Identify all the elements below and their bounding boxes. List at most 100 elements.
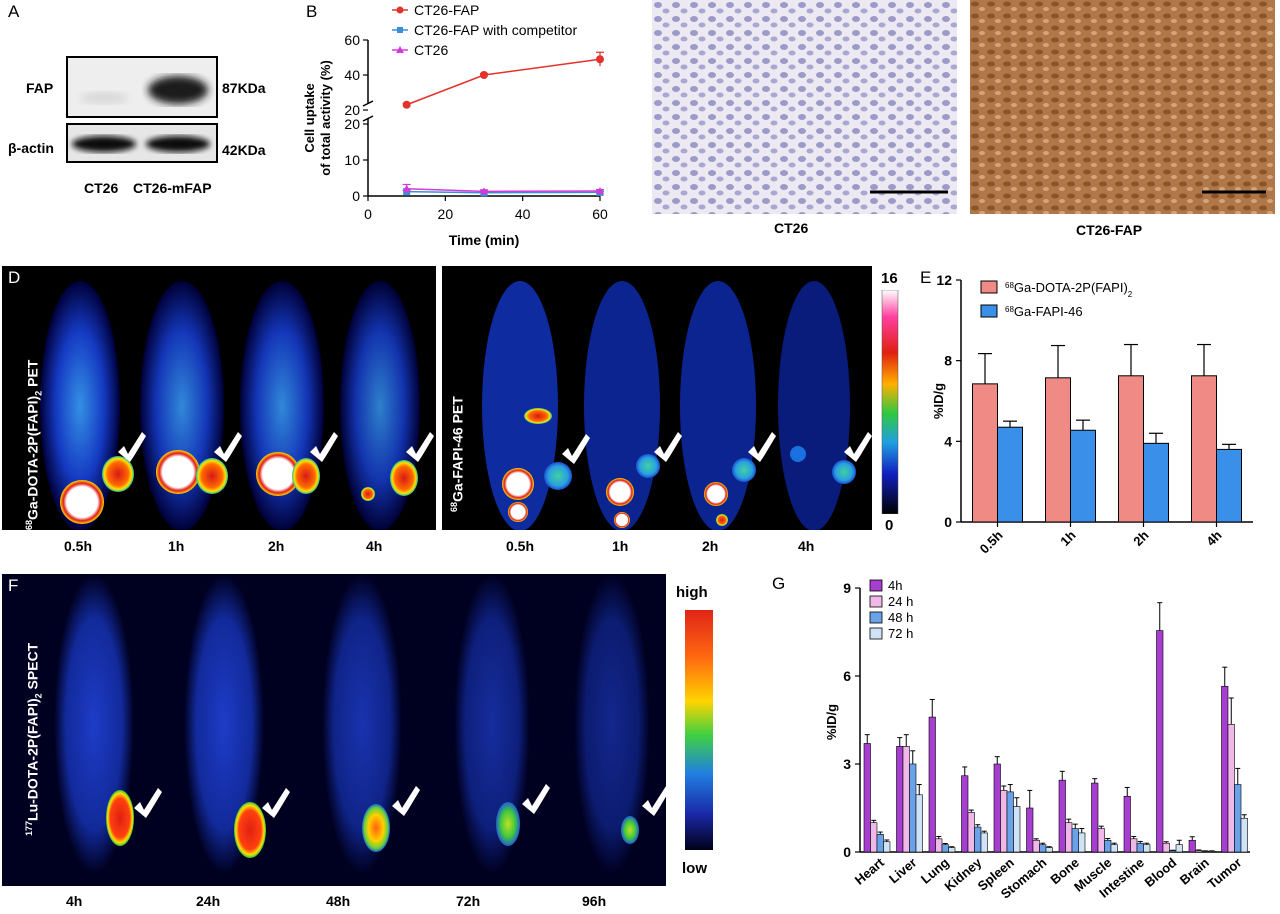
uptake-line-chart: 20 40 60 0 10 20 0 20 40 60 Time (min) Cell uptake o… (302, 2, 608, 248)
ihc-caption-ct26: CT26 (774, 220, 809, 236)
chart-g-bar (1234, 784, 1242, 853)
panel-d-letter: D (8, 268, 21, 287)
pet-time-dota-3: 2h (268, 538, 285, 554)
chart-e-bar (997, 426, 1023, 523)
chart-e-xtick-label: 2h (1130, 527, 1151, 548)
spect-time-5: 96h (582, 893, 607, 909)
chart-b-point (402, 184, 411, 192)
chart-b-legend-marker (396, 46, 404, 53)
chart-g-ylabel-group: %ID/g (824, 704, 839, 740)
blot-mw-top: 87KDa (222, 80, 266, 96)
panel-e-letter: E (920, 268, 932, 287)
chart-g-ytick-label: 9 (843, 580, 851, 596)
chart-b-axis-break-2 (362, 115, 374, 122)
chart-e-legend-swatch (980, 304, 998, 318)
panel-g-letter: G (772, 574, 786, 593)
pet-mouse-dota-2h (240, 281, 324, 530)
pet-colorbar-max: 16 (881, 270, 898, 287)
ihc-caption-ct26-fap: CT26-FAP (1076, 222, 1143, 238)
chart-g-bar (1156, 630, 1164, 853)
chart-g-bar (1240, 817, 1248, 853)
chart-g-bar (896, 746, 904, 853)
chart-g-bar (1169, 850, 1177, 853)
pet-mouse-fapi-4h (778, 281, 856, 530)
chart-e-bar (1191, 375, 1217, 523)
chart-g-bar (915, 794, 923, 853)
chart-g-bar (1227, 724, 1235, 853)
spect-mouse-24h-body (184, 574, 264, 874)
chart-e-ytick-label: 12 (936, 272, 952, 288)
chart-e-xtick-label-group: 1h (1057, 527, 1078, 548)
chart-g-bar (1097, 828, 1105, 853)
blot-mw-bottom: 42KDa (222, 142, 266, 158)
tumor-uptake-bar-chart: 0 4 8 12 %ID/g 0.5h 1h 2h 4h 68Ga-DOTA-2P(FAPI)2 6… (931, 272, 1253, 557)
chart-b-ytick-label-upper: 20 (344, 102, 360, 118)
chart-g-xtick-label: Liver (886, 855, 919, 886)
chart-g-legend-swatch (869, 579, 883, 592)
chart-g-legend-label: 24 h (888, 594, 913, 609)
chart-b-ylabel: Cell uptake of total activity (%) (302, 60, 333, 176)
chart-g-bar (967, 812, 975, 853)
chart-g-bar (863, 743, 871, 853)
chart-e-ytick-label: 0 (944, 514, 952, 530)
chart-b-ytick-label-lower: 10 (344, 152, 360, 168)
chart-b-point (596, 186, 604, 194)
chart-b-legend-label: CT26 (414, 42, 448, 58)
chart-e-xtick-label-group: 0.5h (977, 527, 1006, 556)
ihc-image-ct26 (652, 0, 957, 214)
pet-colorbar-min: 0 (885, 517, 894, 534)
chart-g-xtick-label-group: Blood (1142, 855, 1180, 890)
chart-b-ylabel-line1: Cell uptake (302, 83, 317, 152)
chart-g-bar (1221, 685, 1229, 853)
pet-arrows-fapi (562, 432, 872, 464)
spect-colorbar-low: low (682, 860, 707, 877)
chart-g-bar (870, 822, 878, 853)
pet-time-fapi-4: 4h (798, 538, 815, 554)
chart-g-bar (1091, 782, 1099, 853)
chart-g-bar (1143, 844, 1151, 853)
chart-b-legend-marker (396, 6, 404, 14)
chart-g-bar (1188, 839, 1196, 853)
chart-g-bar (1175, 844, 1183, 853)
spect-mouse-4h-tumor (106, 790, 134, 846)
chart-g-bar (961, 775, 969, 853)
chart-g-bar (1110, 844, 1118, 853)
blot-band-fap-ct26 (80, 92, 128, 104)
spect-arrows (134, 784, 666, 818)
chart-g-bar (1013, 806, 1021, 853)
spect-mouse-96h-tumor (621, 816, 639, 844)
chart-g-bar (941, 844, 949, 853)
chart-b-ytick-label-lower: 0 (352, 188, 360, 204)
chart-e-xtick-label-group: 4h (1203, 527, 1224, 548)
chart-g-legend-label: 48 h (888, 610, 913, 625)
chart-b-xlabel: Time (min) (449, 232, 520, 248)
spect-time-1: 4h (66, 893, 83, 909)
chart-g-bar (928, 716, 936, 853)
blot-band-actin-mfap (146, 136, 210, 152)
chart-g-bar (1039, 844, 1047, 853)
chart-b-ytick-label-lower: 20 (344, 116, 360, 132)
spect-colorbar-high: high (676, 584, 708, 601)
pet-colorbar (881, 290, 899, 514)
chart-g-xtick-label-group: Liver (886, 855, 919, 886)
chart-e-ylabel-group: %ID/g (931, 383, 946, 419)
spect-image (2, 574, 666, 886)
chart-e-ytick-label: 4 (944, 433, 952, 449)
chart-g-legend-label: 4h (888, 578, 902, 593)
chart-g-bar (1026, 807, 1034, 853)
chart-g-bar (1162, 842, 1170, 853)
pet-time-dota-2: 1h (168, 538, 185, 554)
chart-g-bar (1000, 790, 1008, 853)
chart-e-bar (1143, 442, 1169, 523)
blot-band-fap-mfap (148, 76, 208, 104)
chart-b-series-line-2 (406, 188, 601, 193)
blot-protein-top: FAP (26, 80, 54, 96)
chart-b-xtick-label: 0 (364, 206, 372, 222)
panel-a-letter: A (8, 2, 20, 21)
chart-g-bar (876, 834, 884, 853)
chart-g-ytick-label: 0 (843, 844, 851, 860)
chart-e-legend-swatch (980, 280, 998, 294)
chart-g-bar (1123, 795, 1131, 853)
chart-g-legend-label: 72 h (888, 626, 913, 641)
